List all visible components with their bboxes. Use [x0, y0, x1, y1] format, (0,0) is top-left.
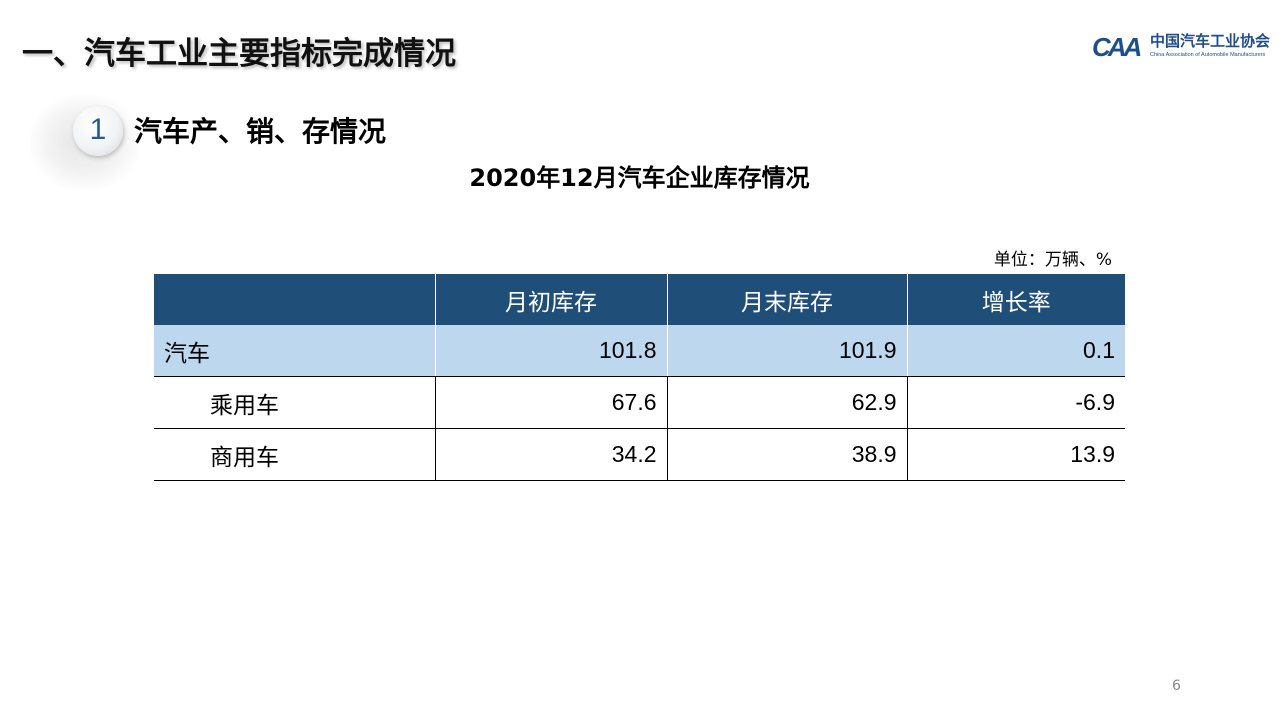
cell: 13.9	[906, 428, 1125, 481]
column-header: 月末库存	[666, 274, 907, 325]
column-header: 增长率	[906, 274, 1125, 325]
column-header	[154, 274, 435, 325]
cell: 34.2	[434, 428, 667, 481]
caam-logo-mark: CAA	[1092, 32, 1142, 62]
table-row: 商用车 34.2 38.9 13.9	[154, 428, 1125, 481]
table-title: 2020年12月汽车企业库存情况	[469, 164, 810, 192]
cell: 0.1	[906, 325, 1125, 377]
cell: 62.9	[666, 376, 907, 429]
caam-logo: CAA 中国汽车工业协会 China Association of Automo…	[1092, 30, 1272, 62]
inventory-table: 月初库存 月末库存 增长率 汽车 101.8 101.9 0.1 乘用车 67.…	[154, 274, 1125, 481]
logo-name-en: China Association of Automobile Manufact…	[1150, 52, 1266, 58]
cell: 67.6	[434, 376, 667, 429]
section-title: 汽车产、销、存情况	[134, 115, 387, 148]
table-row: 乘用车 67.6 62.9 -6.9	[154, 376, 1125, 429]
row-label: 商用车	[154, 428, 435, 481]
unit-label: 单位：万辆、%	[993, 250, 1112, 270]
logo-name-cn: 中国汽车工业协会	[1150, 32, 1271, 50]
row-label: 汽车	[154, 325, 435, 377]
table-row: 汽车 101.8 101.9 0.1	[154, 325, 1125, 377]
column-header: 月初库存	[434, 274, 667, 325]
page-number: 6	[1172, 678, 1181, 694]
table-header-row: 月初库存 月末库存 增长率	[154, 274, 1125, 325]
cell: 101.9	[666, 325, 907, 377]
row-label: 乘用车	[154, 376, 435, 429]
cell: -6.9	[906, 376, 1125, 429]
section-number-badge: 1	[73, 106, 123, 156]
slide-title: 一、汽车工业主要指标完成情况	[22, 36, 456, 72]
cell: 38.9	[666, 428, 907, 481]
cell: 101.8	[434, 325, 667, 377]
